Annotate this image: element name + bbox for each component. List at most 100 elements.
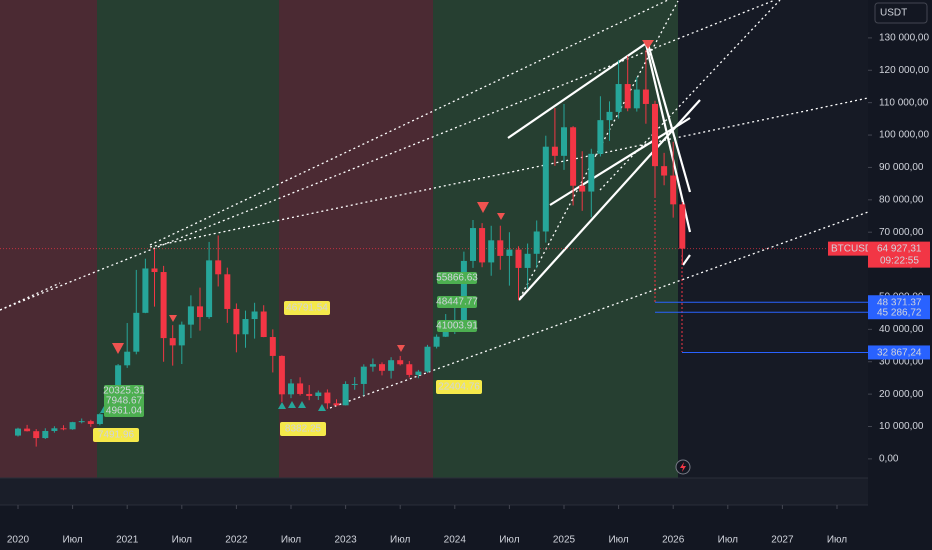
candle-body <box>570 127 577 186</box>
candle-body <box>24 428 31 432</box>
x-tick-label: Июл <box>281 535 301 546</box>
candle-body <box>197 306 203 318</box>
candle-body <box>278 355 285 395</box>
currency-button[interactable] <box>874 2 928 24</box>
signal-annotation-label: 20325.31 <box>103 386 145 397</box>
candle-body <box>297 383 304 394</box>
candle-body <box>133 312 140 352</box>
candle-body <box>415 371 422 375</box>
drop-lines <box>654 180 683 352</box>
signal-annotation <box>104 385 144 397</box>
candle-body <box>78 421 85 423</box>
y-tick-label: 40 000,00 <box>879 324 924 335</box>
x-tick-label: 2027 <box>771 535 794 546</box>
candle-body <box>351 383 358 385</box>
candle-body <box>260 311 267 338</box>
countdown: 09:22:55 <box>880 255 919 266</box>
candle-body <box>251 311 258 320</box>
candle-body <box>288 383 294 395</box>
price-axis <box>868 0 932 550</box>
y-tick-label: 70 000,00 <box>879 227 924 238</box>
candle-body <box>424 346 431 372</box>
candle-body <box>51 428 58 431</box>
candle-body <box>369 364 376 367</box>
candle-body <box>342 384 349 406</box>
candle-body <box>142 268 149 313</box>
x-tick-label: Июл <box>390 535 410 546</box>
candle-body <box>588 153 595 192</box>
y-tick-label: 30 000,00 <box>879 356 924 367</box>
x-tick-label: 2023 <box>334 535 357 546</box>
candle-body <box>542 146 549 232</box>
candle-body <box>551 146 558 156</box>
candle-body <box>315 392 322 397</box>
candle-body <box>33 431 40 439</box>
candle-body <box>624 84 631 109</box>
x-tick-label: 2025 <box>553 535 576 546</box>
candle-body <box>124 351 131 366</box>
x-tick-label: Июл <box>62 535 82 546</box>
x-tick-label: 2022 <box>225 535 248 546</box>
candle-body <box>169 338 176 346</box>
currency-label[interactable]: USDT <box>880 8 907 19</box>
candle-body <box>488 240 495 263</box>
candle-body <box>115 365 122 396</box>
signal-annotation-label: 55866.63 <box>436 273 478 284</box>
y-tick-label: 80 000,00 <box>879 194 924 205</box>
price-annotation-label: 7491.96 <box>98 430 135 441</box>
x-tick-label: Июл <box>718 535 738 546</box>
candle-body <box>397 360 404 365</box>
x-tick-label: Июл <box>172 535 192 546</box>
candle-body <box>561 127 567 156</box>
candle-body <box>524 253 531 268</box>
candle-body <box>579 185 586 192</box>
candle-body <box>515 249 522 268</box>
level-label: 48 371,37 <box>877 297 922 308</box>
candle-body <box>615 84 622 112</box>
y-tick-label: 100 000,00 <box>879 130 929 141</box>
candle-body <box>433 336 440 347</box>
last-price-tag <box>868 241 930 268</box>
candle-body <box>215 260 222 275</box>
y-tick-label: 0,00 <box>879 454 899 465</box>
candle-body <box>661 166 668 176</box>
x-tick-label: Июл <box>608 535 628 546</box>
candle-body <box>479 228 486 263</box>
candle-body <box>242 319 249 335</box>
signal-annotation-label: 48447.77 <box>436 297 478 308</box>
candle-body <box>160 272 167 339</box>
candle-body <box>633 89 640 109</box>
candle-body <box>333 403 340 406</box>
candle-body <box>379 364 385 371</box>
candle-body <box>269 337 276 356</box>
y-tick-label: 110 000,00 <box>879 97 929 108</box>
signal-annotation-label: 7948.67 <box>106 396 143 407</box>
signal-annotation <box>437 320 477 332</box>
candle-body <box>606 111 613 121</box>
candle-body <box>642 89 649 104</box>
level-label: 32 867,24 <box>877 348 922 359</box>
candle-body <box>233 308 240 335</box>
price-annotation <box>93 428 139 442</box>
signal-annotation <box>104 405 144 417</box>
signal-annotation-label: 4961.04 <box>106 406 143 417</box>
y-tick-label: 130 000,00 <box>879 33 929 44</box>
candle-body <box>470 228 476 261</box>
candle-body <box>679 204 686 249</box>
signal-annotation <box>437 272 477 284</box>
candle-body <box>406 364 413 375</box>
candle-body <box>460 260 467 321</box>
sell-signals <box>112 40 654 354</box>
candle-body <box>151 268 158 273</box>
price-annotation-label: 22404.76 <box>438 382 480 393</box>
y-tick-label: 20 000,00 <box>879 389 924 400</box>
bull-zone <box>433 0 678 478</box>
bear-zone <box>0 0 97 478</box>
price-annotation <box>436 380 482 394</box>
candle-body <box>42 430 49 439</box>
candle-body <box>652 103 658 167</box>
candle-body <box>224 274 231 309</box>
candle-body <box>324 392 331 404</box>
price-annotation <box>280 422 326 436</box>
